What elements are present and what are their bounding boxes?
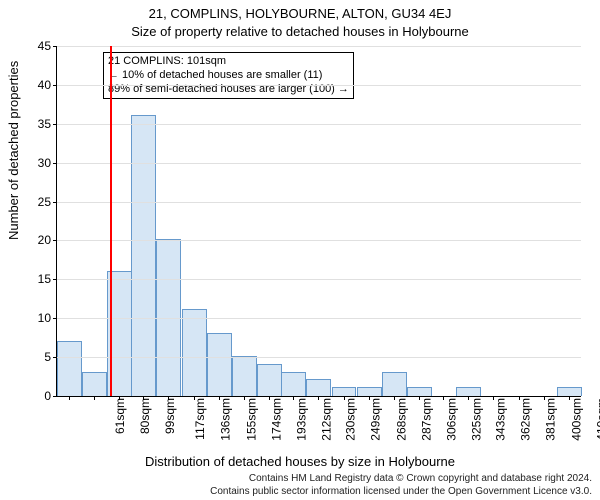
histogram-bar bbox=[182, 309, 207, 396]
histogram-bar bbox=[281, 372, 306, 396]
histogram-bar bbox=[332, 387, 357, 396]
histogram-bar bbox=[407, 387, 432, 396]
x-tick-mark bbox=[143, 396, 144, 400]
x-tick-mark bbox=[369, 396, 370, 400]
y-tick-mark bbox=[53, 279, 57, 280]
x-tick-mark bbox=[219, 396, 220, 400]
histogram-bar bbox=[357, 387, 382, 396]
gridline bbox=[57, 202, 581, 203]
x-tick-mark bbox=[419, 396, 420, 400]
footer-line2: Contains public sector information licen… bbox=[210, 486, 592, 499]
x-tick-label: 400sqm bbox=[563, 398, 583, 441]
x-tick-label: 325sqm bbox=[464, 398, 484, 441]
x-tick-mark bbox=[544, 396, 545, 400]
x-tick-mark bbox=[244, 396, 245, 400]
x-tick-mark bbox=[293, 396, 294, 400]
x-tick-mark bbox=[443, 396, 444, 400]
x-tick-label: 419sqm bbox=[589, 398, 600, 441]
x-tick-label: 230sqm bbox=[338, 398, 358, 441]
footer: Contains HM Land Registry data © Crown c… bbox=[210, 473, 592, 498]
y-tick-mark bbox=[53, 318, 57, 319]
y-tick-mark bbox=[53, 357, 57, 358]
x-tick-mark bbox=[119, 396, 120, 400]
histogram-bar bbox=[456, 387, 481, 396]
x-tick-label: 306sqm bbox=[439, 398, 459, 441]
x-tick-label: 193sqm bbox=[289, 398, 309, 441]
chart-title-line1: 21, COMPLINS, HOLYBOURNE, ALTON, GU34 4E… bbox=[0, 6, 600, 21]
y-tick-mark bbox=[53, 163, 57, 164]
x-tick-mark bbox=[94, 396, 95, 400]
footer-line1: Contains HM Land Registry data © Crown c… bbox=[210, 473, 592, 486]
x-tick-mark bbox=[468, 396, 469, 400]
histogram-bar bbox=[82, 372, 107, 396]
gridline bbox=[57, 279, 581, 280]
chart-container: { "chart": { "type": "histogram", "title… bbox=[0, 0, 600, 500]
x-axis-label: Distribution of detached houses by size … bbox=[0, 454, 600, 469]
y-tick-mark bbox=[53, 202, 57, 203]
x-tick-label: 155sqm bbox=[238, 398, 258, 441]
x-tick-mark bbox=[269, 396, 270, 400]
histogram-bar bbox=[57, 341, 82, 396]
y-axis-label: Number of detached properties bbox=[6, 61, 21, 240]
histogram-bar bbox=[306, 379, 331, 396]
x-tick-label: 136sqm bbox=[213, 398, 233, 441]
x-tick-mark bbox=[194, 396, 195, 400]
plot-area: 21 COMPLINS: 101sqm ← 10% of detached ho… bbox=[56, 46, 581, 397]
histogram-bar bbox=[382, 372, 407, 396]
y-tick-mark bbox=[53, 396, 57, 397]
reference-line bbox=[110, 46, 112, 396]
histogram-bar bbox=[232, 356, 257, 396]
x-tick-label: 381sqm bbox=[538, 398, 558, 441]
histogram-bar bbox=[257, 364, 282, 396]
y-tick-mark bbox=[53, 124, 57, 125]
x-tick-mark bbox=[344, 396, 345, 400]
annotation-line2: ← 10% of detached houses are smaller (11… bbox=[108, 69, 349, 83]
gridline bbox=[57, 318, 581, 319]
histogram-bar bbox=[557, 387, 582, 396]
x-tick-label: 117sqm bbox=[187, 398, 207, 440]
x-tick-label: 212sqm bbox=[314, 398, 334, 441]
x-tick-mark bbox=[168, 396, 169, 400]
x-tick-mark bbox=[318, 396, 319, 400]
x-tick-mark bbox=[519, 396, 520, 400]
gridline bbox=[57, 85, 581, 86]
histogram-bar bbox=[131, 115, 156, 396]
y-tick-mark bbox=[53, 46, 57, 47]
y-tick-mark bbox=[53, 240, 57, 241]
histogram-bar bbox=[207, 333, 232, 396]
x-tick-label: 343sqm bbox=[488, 398, 508, 441]
chart-title-line2: Size of property relative to detached ho… bbox=[0, 24, 600, 39]
x-tick-label: 287sqm bbox=[413, 398, 433, 441]
x-tick-label: 80sqm bbox=[132, 398, 152, 434]
x-tick-label: 99sqm bbox=[157, 398, 177, 434]
annotation-box: 21 COMPLINS: 101sqm ← 10% of detached ho… bbox=[103, 52, 354, 99]
x-tick-label: 174sqm bbox=[264, 398, 284, 441]
gridline bbox=[57, 124, 581, 125]
annotation-line1: 21 COMPLINS: 101sqm bbox=[108, 55, 349, 69]
gridline bbox=[57, 46, 581, 47]
gridline bbox=[57, 357, 581, 358]
gridline bbox=[57, 163, 581, 164]
x-tick-mark bbox=[569, 396, 570, 400]
y-tick-mark bbox=[53, 85, 57, 86]
x-tick-label: 61sqm bbox=[107, 398, 127, 434]
x-tick-label: 268sqm bbox=[388, 398, 408, 441]
x-tick-mark bbox=[394, 396, 395, 400]
x-tick-mark bbox=[493, 396, 494, 400]
x-tick-mark bbox=[69, 396, 70, 400]
gridline bbox=[57, 240, 581, 241]
x-tick-label: 362sqm bbox=[513, 398, 533, 441]
x-tick-label: 249sqm bbox=[363, 398, 383, 441]
